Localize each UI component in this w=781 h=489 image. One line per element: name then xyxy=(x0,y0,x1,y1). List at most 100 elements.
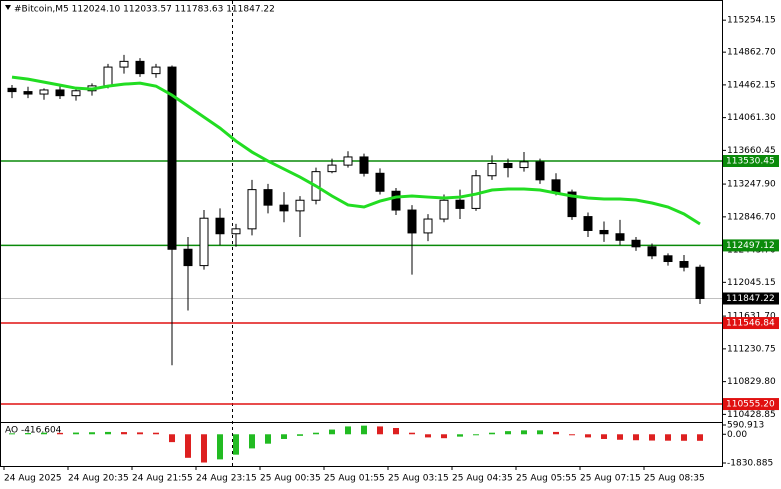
candle-body xyxy=(503,162,513,169)
candle-body xyxy=(23,91,33,95)
candle-body xyxy=(135,60,145,75)
candle-body xyxy=(199,217,209,267)
ao-bar xyxy=(89,432,95,435)
level-label: 110555.20 xyxy=(726,400,775,410)
candle-body xyxy=(455,199,465,209)
candle-body xyxy=(7,87,17,93)
ao-bar xyxy=(457,434,463,437)
x-tick-label: 25 Aug 08:35 xyxy=(644,474,705,484)
candle-body xyxy=(295,199,305,212)
ao-tick-label: 590.913 xyxy=(727,421,764,431)
ao-tick-label: 0.00 xyxy=(727,430,747,440)
level-label-box xyxy=(723,398,779,411)
ao-bar xyxy=(569,434,575,436)
candle-body xyxy=(167,66,177,250)
candle-body xyxy=(439,199,449,220)
candle-body xyxy=(103,66,113,87)
y-tick-label: 110428.85 xyxy=(727,410,776,420)
ao-bar xyxy=(201,434,207,463)
level-label-box xyxy=(723,154,779,167)
candle-body xyxy=(39,89,49,95)
y-tick-label: 114462.15 xyxy=(727,80,776,90)
ao-bar xyxy=(377,426,383,435)
y-tick-label: 113247.90 xyxy=(727,180,776,190)
ao-label: AO -416.604 xyxy=(5,426,62,436)
y-tick-label: 115254.15 xyxy=(727,16,776,26)
candle-body xyxy=(359,156,369,174)
ao-bar xyxy=(633,434,639,441)
x-tick-label: 25 Aug 00:35 xyxy=(260,474,321,484)
candle-body xyxy=(391,190,401,211)
candle-body xyxy=(551,179,561,193)
candle-body xyxy=(247,189,257,230)
ao-bar xyxy=(9,433,15,435)
ao-bar xyxy=(297,434,303,436)
ao-bar xyxy=(601,434,607,439)
candle-body xyxy=(407,209,417,234)
x-tick-label: 24 Aug 21:55 xyxy=(132,474,193,484)
ao-bar xyxy=(281,434,287,439)
x-tick-label: 24 Aug 2025 xyxy=(4,474,62,484)
candle-body xyxy=(535,161,545,181)
ao-bar xyxy=(345,426,351,435)
ao-bar xyxy=(153,432,159,435)
y-tick-label: 111230.75 xyxy=(727,344,776,354)
candle-body xyxy=(487,162,497,177)
last-price-box xyxy=(723,292,779,305)
x-tick-label: 25 Aug 07:15 xyxy=(580,474,641,484)
chart-title: #Bitcoin,M5 112024.10 112033.57 111783.6… xyxy=(14,5,275,15)
front-layer: 113530.45 112497.12 111546.84 110555.20 1118… xyxy=(5,154,779,436)
ao-bar xyxy=(169,434,175,443)
candle-body xyxy=(631,239,641,248)
y-tick-label: 111631.70 xyxy=(727,312,776,322)
ao-bar xyxy=(185,434,191,458)
candle-body xyxy=(583,216,593,231)
ao-bar xyxy=(313,432,319,435)
ao-bar xyxy=(361,425,367,435)
candle-body xyxy=(279,204,289,212)
x-tick-label: 25 Aug 03:15 xyxy=(388,474,449,484)
candle-body xyxy=(71,90,81,97)
candle-body xyxy=(375,172,385,192)
candle-body xyxy=(567,191,577,218)
ao-bar xyxy=(265,434,271,444)
ao-bar xyxy=(105,431,111,435)
level-label: 113530.45 xyxy=(726,156,775,166)
ao-tick-label: -1830.885 xyxy=(727,459,773,469)
ao-bar xyxy=(441,434,447,439)
ao-bar xyxy=(537,430,543,435)
ao-bar xyxy=(521,430,527,435)
y-tick-label: 113660.45 xyxy=(727,146,776,156)
ao-bar xyxy=(329,429,335,435)
candle-body xyxy=(327,164,337,173)
ao-bar xyxy=(489,432,495,435)
candle-body xyxy=(647,246,657,257)
candle-body xyxy=(151,66,161,75)
candle-body xyxy=(519,161,529,169)
ao-bar xyxy=(505,431,511,435)
level-label-box xyxy=(723,239,779,252)
ao-bar xyxy=(249,434,255,449)
ao-bar xyxy=(233,434,239,455)
last-price-label: 111847.22 xyxy=(726,294,775,304)
ao-bar xyxy=(473,434,479,436)
candle-body xyxy=(423,218,433,234)
x-tick-label: 24 Aug 23:15 xyxy=(196,474,257,484)
candle-body xyxy=(55,89,65,97)
main-layer xyxy=(7,54,705,463)
ao-bar xyxy=(409,432,415,435)
candle-body xyxy=(679,261,689,268)
ao-bar xyxy=(41,432,47,435)
x-tick-label: 25 Aug 04:35 xyxy=(452,474,513,484)
ao-bar xyxy=(393,427,399,435)
ao-bar xyxy=(681,434,687,441)
candle-body xyxy=(343,156,353,166)
ao-bar xyxy=(425,434,431,438)
ao-bar xyxy=(585,434,591,438)
candle-body xyxy=(183,248,193,267)
candle-body xyxy=(695,266,705,300)
ao-bar xyxy=(73,432,79,435)
ao-bar xyxy=(697,434,703,441)
level-label: 112497.12 xyxy=(726,241,775,251)
